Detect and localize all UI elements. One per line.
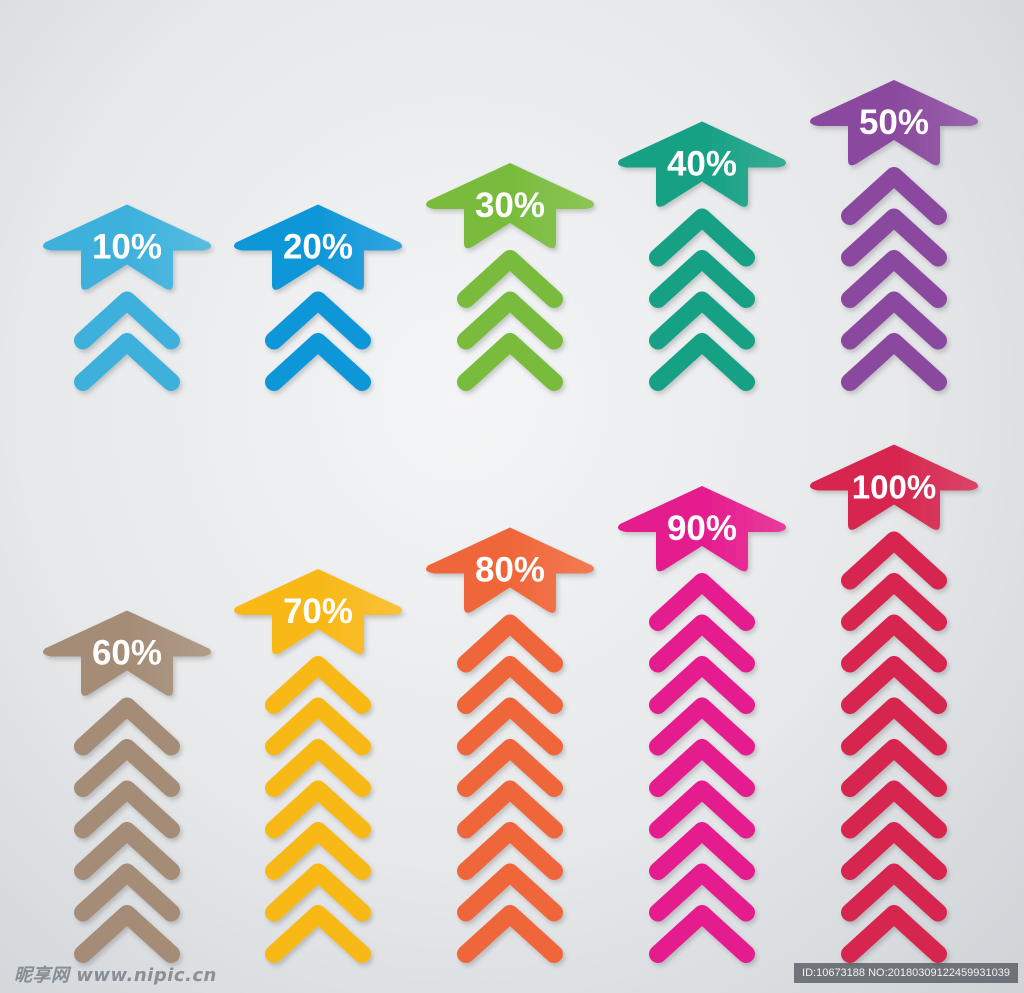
chevron-icon	[457, 863, 563, 922]
chevron-icon	[841, 614, 947, 673]
chevron-icon	[841, 780, 947, 839]
arrow-head-gloss	[43, 204, 211, 290]
arrow-head-gloss	[43, 610, 211, 696]
chevron-icon	[265, 863, 371, 922]
chevron-icon	[265, 333, 371, 391]
chevron-icon	[457, 739, 563, 797]
chevron-icon	[841, 863, 947, 922]
chevron-icon	[74, 780, 180, 839]
chevron-icon	[841, 656, 947, 714]
arrow-head-gloss	[810, 444, 978, 530]
chevron-icon	[841, 291, 947, 350]
chevron-icon	[649, 208, 755, 267]
arrow-head-gloss	[234, 204, 402, 290]
arrow-50	[810, 80, 978, 391]
percent-label: 100%	[852, 469, 936, 506]
chevron-icon	[265, 905, 371, 963]
watermark-id-badge: ID:10673188 NO:20180309122459931039	[794, 963, 1018, 983]
chevron-icon	[265, 780, 371, 839]
arrow-head-gloss	[618, 121, 786, 207]
percent-label: 60%	[92, 634, 162, 673]
chevron-icon	[649, 822, 755, 880]
percent-label: 90%	[667, 509, 737, 548]
chevron-icon	[649, 780, 755, 839]
chevron-icon	[265, 291, 371, 350]
percent-label: 80%	[475, 551, 545, 590]
chevron-icon	[74, 905, 180, 963]
chevron-icon	[841, 739, 947, 797]
percent-label: 30%	[475, 186, 545, 225]
chevron-icon	[649, 905, 755, 963]
arrow-30	[426, 163, 594, 391]
chevron-icon	[841, 208, 947, 267]
chevron-icon	[649, 614, 755, 673]
chevron-icon	[457, 697, 563, 756]
chevron-icon	[457, 905, 563, 963]
percent-label: 40%	[667, 145, 737, 184]
arrow-60	[43, 610, 211, 963]
chevron-icon	[649, 250, 755, 308]
chevron-icon	[74, 863, 180, 922]
chevron-icon	[649, 739, 755, 797]
chevron-icon	[457, 656, 563, 714]
arrow-head-gloss	[426, 163, 594, 249]
chevron-icon	[841, 250, 947, 308]
chevron-icon	[841, 531, 947, 590]
chevron-icon	[841, 167, 947, 225]
chevron-icon	[649, 573, 755, 631]
arrow-80	[426, 527, 594, 963]
arrow-head-gloss	[426, 527, 594, 613]
chevron-icon	[457, 822, 563, 880]
watermark-logo-text: 昵享网 www.nipic.cn	[14, 965, 217, 986]
chevron-icon	[74, 333, 180, 391]
chevron-icon	[74, 291, 180, 350]
chevron-icon	[457, 291, 563, 350]
chevron-icon	[265, 739, 371, 797]
chevron-icon	[74, 822, 180, 880]
arrow-head-gloss	[810, 80, 978, 166]
chevron-icon	[841, 905, 947, 963]
arrow-10	[43, 204, 211, 391]
percent-label: 10%	[92, 228, 162, 267]
arrow-head-gloss	[234, 569, 402, 655]
chevron-icon	[457, 333, 563, 391]
chevron-icon	[457, 614, 563, 673]
arrow-40	[618, 121, 786, 391]
chevron-icon	[841, 333, 947, 391]
chevron-icon	[265, 697, 371, 756]
chevron-icon	[457, 250, 563, 308]
chevron-icon	[649, 863, 755, 922]
chevron-icon	[841, 697, 947, 756]
arrow-90	[618, 486, 786, 963]
chevron-icon	[265, 822, 371, 880]
arrow-head-gloss	[618, 486, 786, 572]
arrow-70	[234, 569, 402, 963]
chevron-icon	[265, 656, 371, 714]
arrow-100	[810, 444, 978, 963]
chevron-icon	[74, 697, 180, 756]
chevron-icon	[649, 656, 755, 714]
chevron-icon	[649, 333, 755, 391]
chevron-icon	[74, 739, 180, 797]
chevron-icon	[841, 573, 947, 631]
chevron-icon	[649, 697, 755, 756]
percent-label: 50%	[859, 103, 929, 142]
percent-label: 70%	[283, 592, 353, 631]
chevron-icon	[649, 291, 755, 350]
chevron-icon	[841, 822, 947, 880]
arrow-20	[234, 204, 402, 391]
percent-label: 20%	[283, 228, 353, 267]
chevron-icon	[457, 780, 563, 839]
